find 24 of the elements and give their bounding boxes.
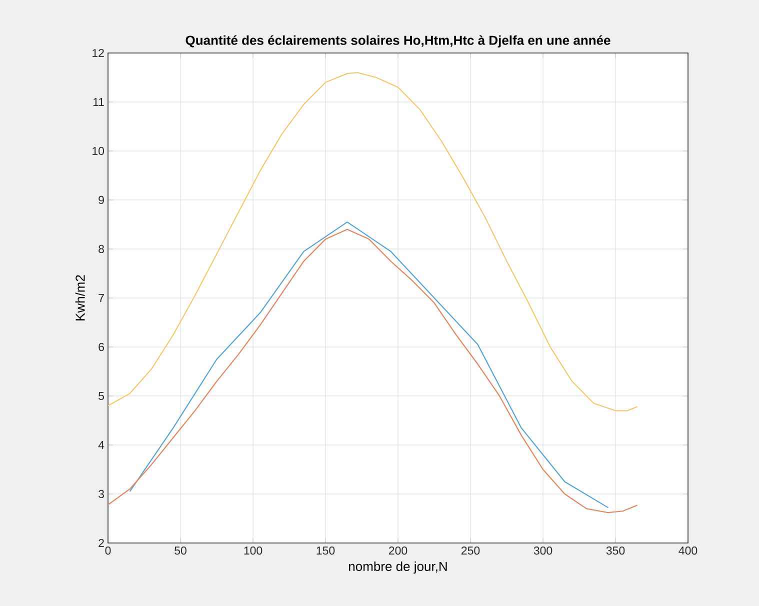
x-axis-title: nombre de jour,N — [349, 561, 447, 574]
y-tick-label: 12 — [92, 48, 104, 57]
y-tick-label: 10 — [92, 146, 104, 156]
y-tick-label: 5 — [98, 392, 104, 400]
x-tick-label: 100 — [244, 546, 262, 555]
x-tick-label: 250 — [461, 546, 480, 555]
x-tick-label: 200 — [388, 546, 408, 555]
y-tick-label: 7 — [98, 294, 104, 302]
x-tick-label: 50 — [174, 546, 186, 555]
line-series — [108, 72, 638, 412]
x-tick-label: 400 — [678, 546, 698, 555]
y-tick-label: 2 — [98, 538, 104, 547]
y-tick-label: 4 — [98, 441, 104, 449]
x-tick-label: 300 — [534, 546, 552, 555]
y-tick-label: 8 — [98, 244, 104, 254]
y-tick-label: 3 — [98, 490, 104, 498]
y-tick-label: 9 — [98, 196, 104, 204]
y-axis-title: Kwh/m2 — [75, 275, 85, 320]
chart-title: Quantité des éclairements solaires Ho,Htm,Htc à Djelfa en une année — [186, 35, 610, 48]
x-tick-label: 0 — [105, 546, 111, 555]
y-tick-label: 6 — [98, 342, 104, 352]
y-tick-label: 11 — [93, 98, 104, 106]
x-tick-label: 350 — [606, 546, 625, 555]
x-tick-label: 150 — [316, 546, 335, 555]
